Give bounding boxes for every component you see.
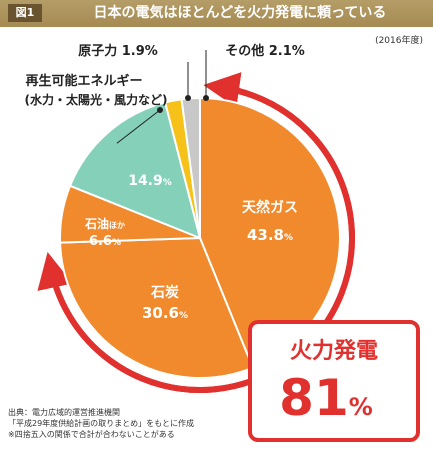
leader-dot-4: [185, 95, 191, 101]
pie-slice-3: [68, 101, 202, 240]
source-line-1: 出典：電力広域的運営推進機関: [8, 408, 120, 417]
slice-label-3: 再生可能エネルギー: [25, 73, 142, 89]
slice-label-5: その他 2.1%: [225, 43, 305, 59]
slice-value-1: 30.6%: [142, 304, 188, 322]
leader-line-3: [116, 109, 161, 144]
source-line-3: ※四捨五入の関係で合計が合わないことがある: [8, 430, 175, 439]
slice-label-0: 天然ガス: [242, 199, 298, 216]
pie-slice-1: [59, 236, 255, 379]
figure-title: 日本の電気はほとんどを火力発電に頼っている: [93, 5, 387, 21]
slice-label-4: 原子力 1.9%: [78, 43, 158, 59]
slice-sublabel-3: (水力・太陽光・風力など): [25, 92, 168, 107]
slice-value-3: 14.9%: [128, 173, 172, 189]
year-note: (2016年度): [375, 36, 423, 46]
figure-label: 図1: [8, 4, 42, 22]
leader-dot-5: [203, 95, 209, 101]
callout-value: 81%: [279, 369, 373, 427]
slice-label-1: 石炭: [150, 284, 179, 301]
source-line-2: 「平成29年度供給計画の取りまとめ」をもとに作成: [8, 419, 195, 428]
thermal-callout: 火力発電 81%: [248, 320, 420, 442]
source-note: 出典：電力広域的運営推進機関 「平成29年度供給計画の取りまとめ」をもとに作成 …: [8, 407, 194, 440]
slice-value-0: 43.8%: [247, 226, 293, 244]
slice-value-2: 6.6%: [89, 234, 121, 249]
callout-frame: [248, 320, 420, 442]
callout-label: 火力発電: [290, 339, 378, 364]
figure-header: 図1 日本の電気はほとんどを火力発電に頼っている: [0, 0, 433, 27]
